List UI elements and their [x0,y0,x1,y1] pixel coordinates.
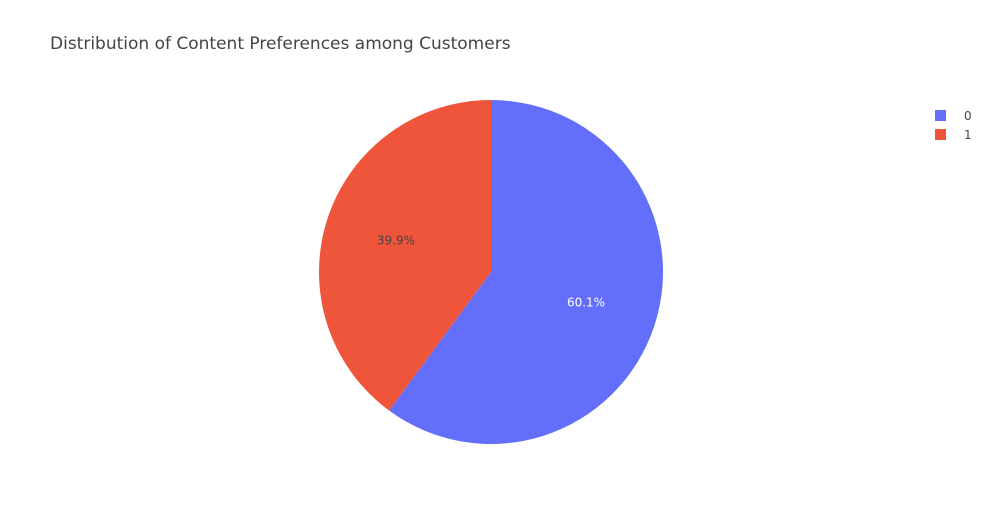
legend-label-0: 0 [964,108,972,123]
pie-slice-labels: 60.1% 39.9% [377,233,605,309]
pie-slice-label-0: 60.1% [567,296,605,310]
legend-item-0[interactable]: 0 [930,106,972,125]
pie-slices [319,100,663,445]
legend-swatch-1 [935,129,946,140]
legend-label-1: 1 [964,127,972,142]
pie-slice-1[interactable] [319,100,491,411]
pie-slice-0[interactable] [389,100,663,445]
legend-swatch-0 [935,110,946,121]
legend: 0 1 [930,106,972,144]
chart-title: Distribution of Content Preferences amon… [50,34,511,54]
pie-slice-label-1: 39.9% [377,233,415,247]
legend-item-1[interactable]: 1 [930,125,972,144]
